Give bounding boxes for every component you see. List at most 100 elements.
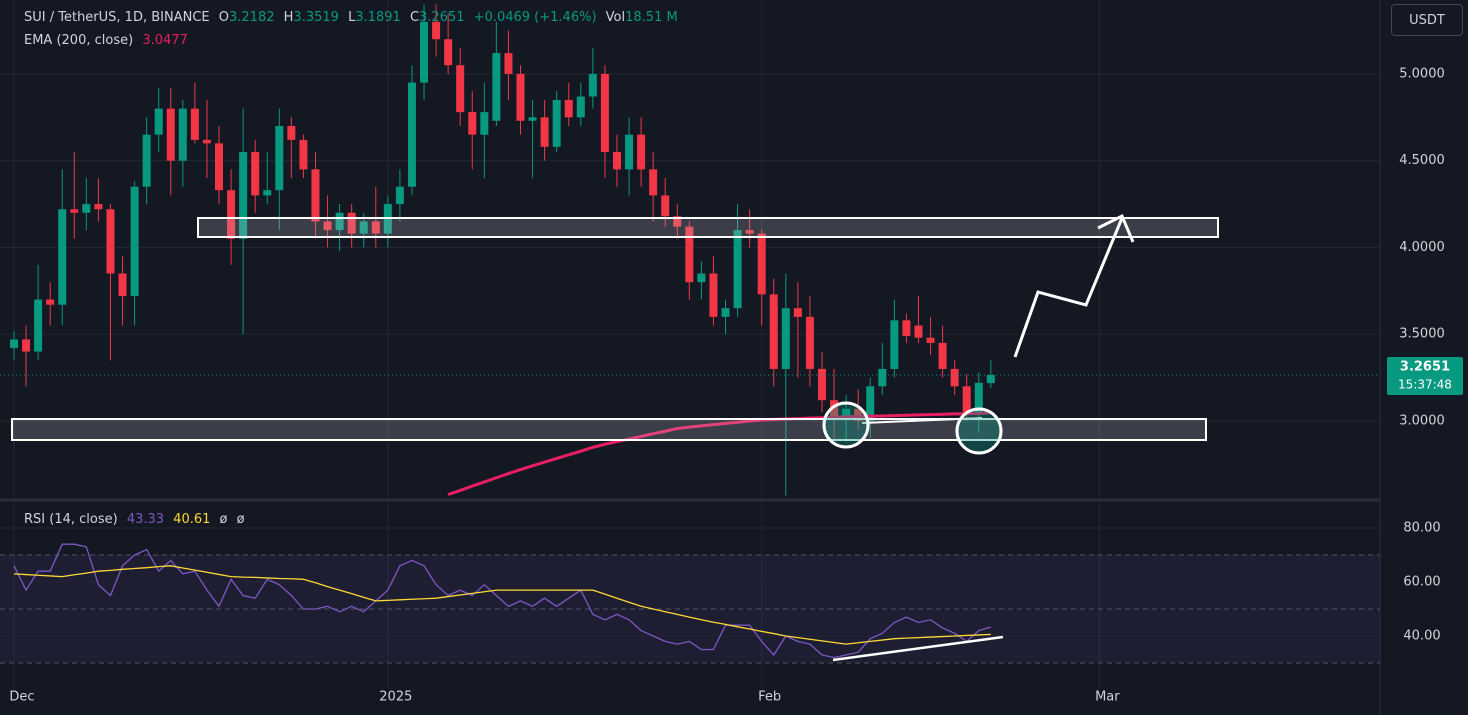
rsi-trend-line bbox=[832, 635, 1004, 662]
symbol-title: SUI / TetherUS, 1D, BINANCE bbox=[24, 10, 210, 25]
axes: Dec 2025 Feb Mar 3.0000 3.5000 4.0000 4.5000 5.0… bbox=[9, 66, 1463, 705]
candle-body bbox=[540, 117, 549, 147]
x-tick-label: Feb bbox=[758, 690, 781, 705]
candle-body bbox=[118, 273, 127, 297]
candle-body bbox=[962, 386, 971, 413]
candle-body bbox=[878, 368, 887, 387]
currency-button[interactable]: USDT bbox=[1391, 4, 1463, 36]
candle-body bbox=[287, 125, 296, 140]
rsi-grid bbox=[0, 502, 1380, 688]
high-value: 3.3519 bbox=[293, 10, 339, 25]
candle-body bbox=[432, 21, 441, 40]
candle-body bbox=[480, 112, 489, 135]
candle-body bbox=[335, 212, 344, 231]
countdown-label: 15:37:48 bbox=[1398, 377, 1452, 391]
price-pane bbox=[0, 4, 1380, 496]
candle-body bbox=[311, 169, 320, 222]
resistance-zone bbox=[197, 217, 1219, 238]
candle-body bbox=[34, 299, 43, 352]
candle-body bbox=[516, 73, 525, 121]
volume-label: Vol bbox=[605, 10, 626, 25]
candle-body bbox=[444, 39, 453, 66]
candle-body bbox=[504, 53, 513, 74]
candle-body bbox=[793, 308, 802, 317]
candle-body bbox=[661, 195, 670, 217]
ohlc-label: C bbox=[409, 10, 420, 25]
candle-body bbox=[347, 212, 356, 234]
candle-body bbox=[106, 209, 115, 274]
candle-body bbox=[950, 368, 959, 387]
bottom-circle bbox=[822, 401, 870, 449]
y-tick-label: 4.5000 bbox=[1399, 153, 1445, 168]
candle-body bbox=[456, 65, 465, 113]
volume-value: 18.51 M bbox=[625, 10, 678, 25]
candle-body bbox=[588, 73, 597, 97]
change-value: +0.0469 (+1.46%) bbox=[473, 10, 597, 25]
low-value: 3.1891 bbox=[355, 10, 401, 25]
annotations bbox=[11, 213, 1219, 662]
open-value: 3.2182 bbox=[229, 10, 275, 25]
candle-body bbox=[166, 108, 175, 161]
arrow-head bbox=[1097, 213, 1135, 243]
candle-body bbox=[697, 273, 706, 283]
ohlc-label: H bbox=[283, 10, 294, 25]
support-zone bbox=[11, 418, 1207, 441]
candle-body bbox=[190, 108, 199, 140]
candle-body bbox=[395, 186, 404, 205]
candle-body bbox=[130, 186, 139, 297]
candle-body bbox=[854, 408, 863, 421]
candle-body bbox=[805, 316, 814, 369]
candle-body bbox=[902, 320, 911, 336]
last-price-label: 3.2651 bbox=[1400, 359, 1450, 374]
candle-body bbox=[154, 108, 163, 135]
last-price-tag bbox=[1387, 356, 1463, 395]
y-tick-label: 4.0000 bbox=[1399, 240, 1445, 255]
ema-name: EMA (200, close) bbox=[24, 33, 134, 48]
candle-body bbox=[733, 230, 742, 309]
candle-body bbox=[914, 325, 923, 338]
candle-body bbox=[781, 308, 790, 369]
candle-body bbox=[685, 226, 694, 283]
candle-body bbox=[323, 221, 332, 231]
candle-body bbox=[625, 134, 634, 170]
ema-value: 3.0477 bbox=[142, 33, 188, 48]
candle-body bbox=[407, 82, 416, 187]
candle-body bbox=[890, 320, 899, 369]
price-grid bbox=[0, 0, 1380, 497]
candle-body bbox=[420, 21, 429, 83]
y-tick-label: 3.0000 bbox=[1399, 413, 1445, 428]
candle-body bbox=[600, 73, 609, 153]
rsi-extra: ø bbox=[236, 512, 245, 527]
candle-body bbox=[299, 139, 308, 170]
rsi-name: RSI (14, close) bbox=[24, 512, 118, 527]
candle-body bbox=[82, 204, 91, 213]
candle-body bbox=[70, 209, 79, 213]
ohlc-label: O bbox=[218, 10, 229, 25]
x-tick-label: Mar bbox=[1095, 690, 1120, 705]
candle-body bbox=[926, 337, 935, 343]
candle-body bbox=[745, 230, 754, 234]
y-tick-label: 60.00 bbox=[1403, 574, 1440, 589]
candle-body bbox=[468, 112, 477, 135]
candle-body bbox=[709, 273, 718, 317]
candle-body bbox=[552, 99, 561, 147]
candle-body bbox=[227, 190, 236, 239]
candle-body bbox=[986, 374, 995, 384]
candle-body bbox=[178, 108, 187, 161]
candle-body bbox=[830, 400, 839, 418]
series-line bbox=[13, 565, 991, 645]
x-tick-label: Dec bbox=[9, 690, 34, 705]
y-tick-label: 80.00 bbox=[1403, 521, 1440, 536]
candle-body bbox=[866, 386, 875, 421]
candle-body bbox=[22, 339, 31, 352]
candle-body bbox=[492, 53, 501, 121]
candle-body bbox=[58, 209, 67, 305]
candle-body bbox=[721, 308, 730, 317]
candle-body bbox=[215, 143, 224, 191]
candle-body bbox=[359, 221, 368, 234]
candle-body bbox=[649, 169, 658, 196]
series-line bbox=[447, 411, 991, 496]
rsi-legend: RSI (14, close) 43.33 40.61 ø ø bbox=[24, 512, 250, 527]
symbol-header: SUI / TetherUS, 1D, BINANCE O3.2182 H3.3… bbox=[24, 10, 683, 25]
